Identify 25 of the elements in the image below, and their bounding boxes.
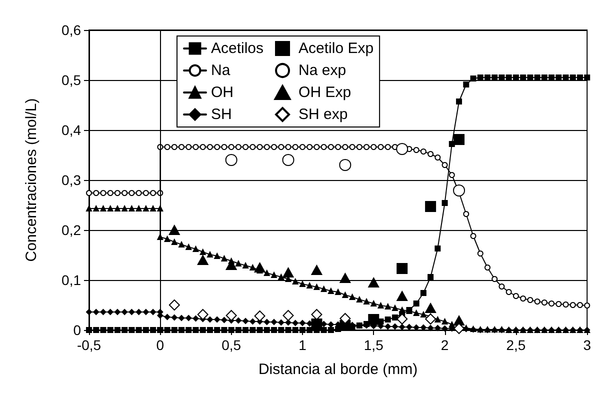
- y-tick-label: 0,2: [62, 222, 82, 238]
- legend-label: Acetilos: [211, 40, 264, 57]
- y-tick-label: 0,4: [62, 122, 82, 138]
- x-tick-label: 0: [156, 337, 164, 353]
- x-tick-label: 0,5: [222, 337, 242, 353]
- legend-label: Acetilo Exp: [298, 40, 374, 57]
- y-axis-title: Concentraciones (mol/L): [23, 98, 40, 262]
- legend-label: OH: [211, 84, 234, 101]
- y-tick-label: 0: [73, 322, 82, 338]
- legend-label: Na: [211, 62, 231, 79]
- x-axis-title: Distancia al borde (mm): [258, 361, 418, 378]
- y-tick-label: 0,5: [62, 72, 82, 88]
- legend-label: OH Exp: [298, 84, 352, 101]
- x-tick-label: 2: [440, 337, 449, 353]
- x-tick-label: 2,5: [506, 337, 526, 353]
- legend-label: SH: [211, 106, 232, 123]
- legend-label: Na exp: [298, 62, 346, 79]
- y-tick-label: 0,3: [62, 172, 82, 188]
- x-tick-label: -0,5: [76, 337, 102, 353]
- x-tick-label: 1,5: [364, 337, 384, 353]
- legend-label: SH exp: [298, 106, 348, 123]
- x-tick-label: 3: [583, 337, 592, 353]
- y-tick-label: 0,6: [62, 22, 82, 38]
- x-tick-label: 1: [298, 337, 307, 353]
- y-tick-label: 0,1: [62, 272, 82, 288]
